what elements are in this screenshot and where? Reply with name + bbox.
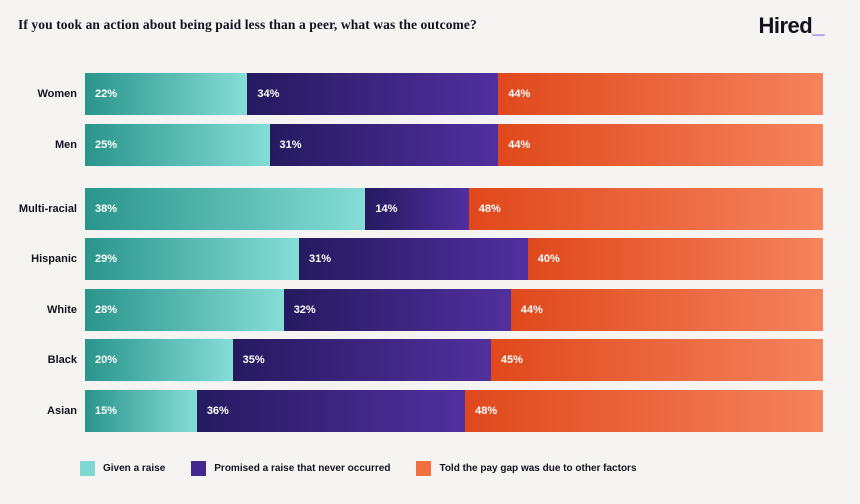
bar-row: Asian 15% 36% 48% — [0, 389, 823, 432]
bar-segment[interactable]: 44% — [498, 123, 823, 166]
bar-segment[interactable]: 48% — [465, 389, 823, 432]
stacked-bar: 29% 31% 40% — [85, 238, 823, 280]
segment-value-label: 40% — [537, 253, 560, 265]
segment-value-label: 20% — [95, 354, 118, 366]
bar-segment[interactable]: 25% — [85, 123, 270, 166]
bar-segment[interactable]: 34% — [247, 73, 499, 115]
segment-value-label: 22% — [95, 88, 118, 100]
bar-row: White 28% 32% 44% — [0, 288, 823, 331]
bar-segment[interactable]: 40% — [527, 238, 823, 280]
segment-value-label: 31% — [309, 253, 332, 265]
legend-item: Promised a raise that never occurred — [191, 461, 390, 476]
stacked-bar: 20% 35% 45% — [85, 339, 823, 381]
bar-segment[interactable]: 29% — [85, 238, 300, 280]
category-label: White — [47, 303, 77, 316]
hired-logo-text: Hired — [758, 13, 813, 38]
stacked-bar: 15% 36% 48% — [85, 389, 823, 432]
legend-label: Given a raise — [103, 463, 166, 474]
bar-row: Men 25% 31% 44% — [0, 123, 823, 166]
bar-segment[interactable]: 44% — [510, 288, 823, 331]
bar-segment[interactable]: 38% — [85, 187, 366, 230]
category-label: Hispanic — [31, 253, 77, 265]
segment-value-label: 45% — [500, 354, 523, 366]
bar-segment[interactable]: 48% — [468, 187, 823, 230]
bar-segment[interactable]: 32% — [283, 288, 511, 331]
segment-value-label: 48% — [478, 202, 501, 215]
bar-segment[interactable]: 44% — [498, 73, 823, 115]
bar-segment[interactable]: 28% — [85, 288, 284, 331]
segment-value-label: 44% — [508, 138, 531, 151]
category-label: Multi-racial — [18, 202, 77, 215]
segment-value-label: 34% — [257, 88, 280, 100]
hired-logo-underscore: _ — [812, 13, 824, 38]
header: If you took an action about being paid l… — [18, 13, 840, 39]
stacked-bar: 25% 31% 44% — [85, 123, 823, 166]
bar-row: Multi-racial 38% 14% 48% — [0, 187, 823, 230]
legend-swatch — [416, 461, 432, 476]
segment-value-label: 38% — [95, 202, 118, 215]
legend: Given a raise Promised a raise that never… — [80, 461, 663, 476]
stacked-bar: 28% 32% 44% — [85, 288, 823, 331]
bar-segment[interactable]: 36% — [196, 389, 466, 432]
bar-segment[interactable]: 31% — [269, 123, 499, 166]
segment-value-label: 25% — [95, 138, 118, 151]
legend-item: Given a raise — [80, 461, 165, 476]
bar-segment[interactable]: 45% — [490, 339, 823, 381]
stacked-bar-chart: Women 22% 34% 44% Men 25% 31% 44% Multi-racial 38… — [0, 73, 823, 440]
bar-segment[interactable]: 31% — [299, 238, 528, 280]
bar-segment[interactable]: 22% — [85, 73, 248, 115]
category-label: Women — [37, 88, 77, 100]
segment-value-label: 14% — [375, 202, 398, 215]
category-label: Black — [47, 354, 77, 366]
bar-row: Women 22% 34% 44% — [0, 73, 823, 115]
segment-value-label: 28% — [95, 303, 118, 316]
category-label: Men — [55, 138, 77, 151]
segment-value-label: 35% — [242, 354, 265, 366]
chart-title: If you took an action about being paid l… — [18, 17, 477, 32]
stacked-bar: 22% 34% 44% — [85, 73, 823, 115]
segment-value-label: 29% — [95, 253, 118, 265]
bar-segment[interactable]: 20% — [85, 339, 233, 381]
segment-value-label: 48% — [475, 404, 498, 417]
segment-value-label: 31% — [279, 138, 302, 151]
bar-segment[interactable]: 35% — [232, 339, 491, 381]
category-label: Asian — [47, 404, 77, 417]
legend-swatch — [80, 461, 95, 476]
bar-segment[interactable]: 15% — [85, 389, 197, 432]
legend-label: Promised a raise that never occurred — [214, 463, 391, 474]
chart-rows: Women 22% 34% 44% Men 25% 31% 44% Multi-racial 38… — [0, 73, 823, 432]
legend-swatch — [191, 461, 207, 476]
legend-label: Told the pay gap was due to other factor… — [439, 463, 637, 474]
bar-row: Hispanic 29% 31% 40% — [0, 238, 823, 280]
bar-segment[interactable]: 14% — [365, 187, 469, 230]
bar-row: Black 20% 35% 45% — [0, 339, 823, 381]
segment-value-label: 44% — [508, 88, 531, 100]
stacked-bar: 38% 14% 48% — [85, 187, 823, 230]
hired-logo: Hired_ — [759, 13, 841, 39]
segment-value-label: 32% — [293, 303, 316, 316]
segment-value-label: 15% — [95, 404, 118, 417]
segment-value-label: 44% — [520, 303, 543, 316]
segment-value-label: 36% — [206, 404, 229, 417]
legend-item: Told the pay gap was due to other factor… — [416, 461, 637, 476]
